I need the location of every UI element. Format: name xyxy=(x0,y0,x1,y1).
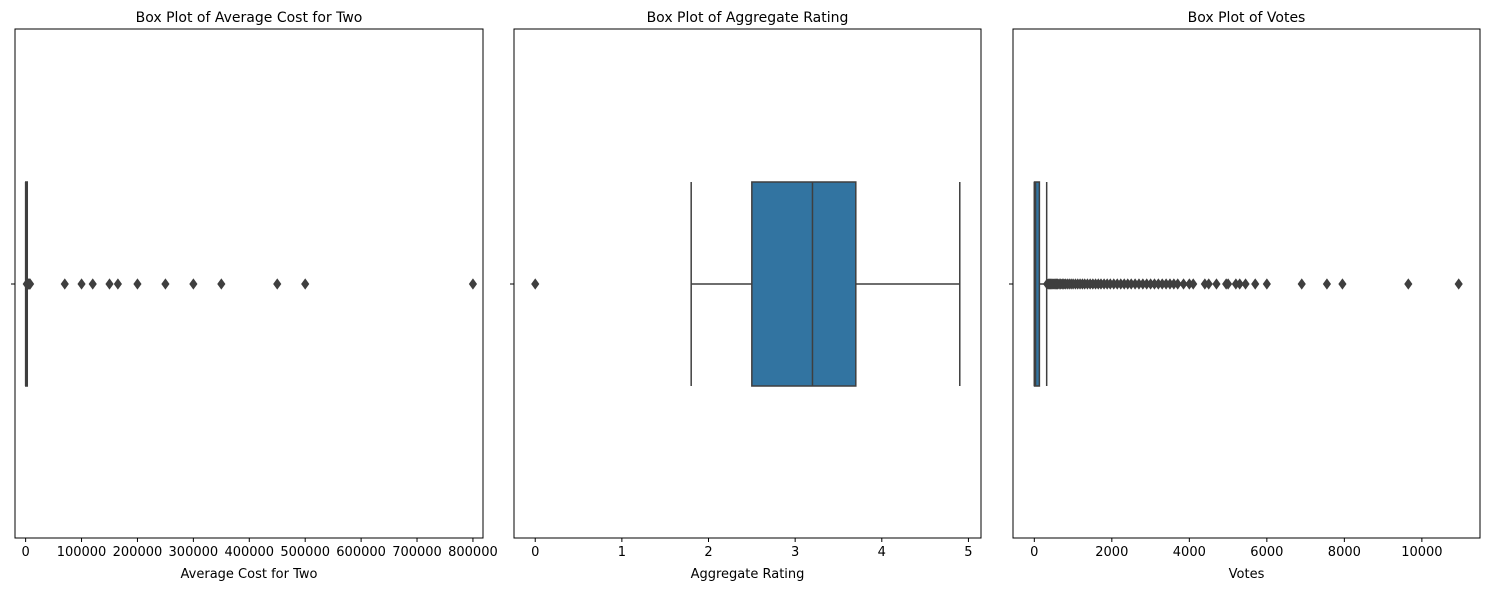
outlier-point xyxy=(1204,278,1213,290)
outlier-point xyxy=(1454,278,1463,290)
outlier-point xyxy=(88,278,97,290)
x-axis-label: Votes xyxy=(1229,567,1265,582)
subplot-1: Box Plot of Average Cost for Two 0 100000 2… xyxy=(11,10,498,582)
x-tick-label: 4000 xyxy=(1173,545,1206,560)
outlier-point xyxy=(26,278,35,290)
x-tick-label: 600000 xyxy=(336,545,386,560)
outlier-point xyxy=(113,278,122,290)
x-axis-label: Aggregate Rating xyxy=(691,567,805,582)
x-tick-label: 200000 xyxy=(113,545,163,560)
outlier-point xyxy=(468,278,478,290)
outlier-point xyxy=(301,278,310,290)
x-tick-label: 5 xyxy=(964,545,972,560)
outlier-point xyxy=(60,278,69,290)
outlier-point xyxy=(1404,278,1413,290)
outlier-point xyxy=(161,278,170,290)
x-tick-label: 4 xyxy=(878,545,886,560)
subplot-title: Box Plot of Aggregate Rating xyxy=(647,10,849,26)
outlier-point xyxy=(217,278,226,290)
outlier-point xyxy=(1179,278,1188,290)
outlier-point xyxy=(77,278,86,290)
x-tick-label: 2000 xyxy=(1095,545,1128,560)
x-tick-label: 2 xyxy=(704,545,712,560)
outlier-point xyxy=(133,278,142,290)
x-tick-label: 700000 xyxy=(392,545,442,560)
x-tick-label: 800000 xyxy=(448,545,498,560)
outlier-point xyxy=(273,278,282,290)
subplot-3: Box Plot of Votes 0 2000 4000 6000 8000 10000 V… xyxy=(1009,10,1481,582)
outlier-point xyxy=(531,278,540,290)
outlier-point xyxy=(1223,278,1233,290)
x-tick-label: 0 xyxy=(531,545,539,560)
x-tick-label: 400000 xyxy=(224,545,274,560)
outlier-point xyxy=(1241,278,1250,290)
outlier-point xyxy=(189,278,198,290)
x-tick-label: 0 xyxy=(1030,545,1038,560)
outlier-point xyxy=(1235,278,1244,290)
x-tick-label: 500000 xyxy=(280,545,330,560)
x-tick-label: 300000 xyxy=(169,545,219,560)
x-tick-label: 10000 xyxy=(1401,545,1442,560)
x-tick-label: 6000 xyxy=(1250,545,1283,560)
outlier-point xyxy=(105,278,114,290)
box-iqr xyxy=(751,181,857,387)
subplot-title: Box Plot of Average Cost for Two xyxy=(136,10,363,26)
x-tick-label: 1 xyxy=(618,545,626,560)
x-tick-label: 100000 xyxy=(57,545,107,560)
subplot-title: Box Plot of Votes xyxy=(1188,10,1306,26)
outlier-point xyxy=(1338,278,1347,290)
x-tick-label: 8000 xyxy=(1328,545,1361,560)
subplot-2: Box Plot of Aggregate Rating 0 1 2 3 4 5 Aggreg… xyxy=(510,10,982,582)
outlier-point xyxy=(1297,278,1306,290)
x-tick-label: 3 xyxy=(791,545,799,560)
x-tick-label: 0 xyxy=(21,545,29,560)
outlier-point xyxy=(1322,278,1332,290)
box-iqr xyxy=(1033,181,1041,387)
outlier-point xyxy=(1251,278,1260,290)
outlier-point xyxy=(1212,278,1221,290)
outlier-point xyxy=(1189,278,1198,290)
outlier-point xyxy=(1173,278,1182,290)
x-axis-label: Average Cost for Two xyxy=(181,567,318,582)
outlier-point xyxy=(1262,278,1271,290)
